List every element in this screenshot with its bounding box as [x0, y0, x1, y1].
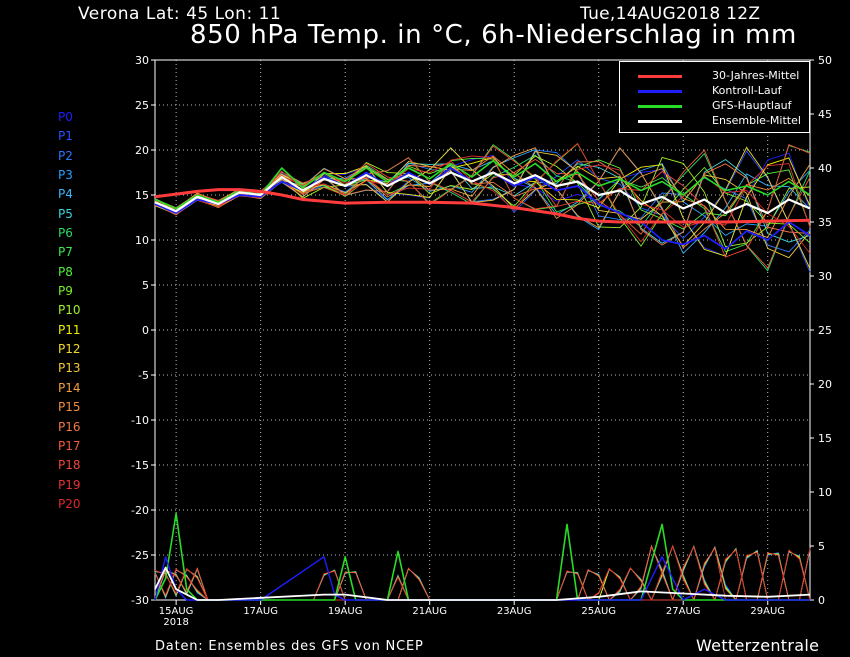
x-tick-label: 27AUG [666, 606, 701, 617]
x-tick-label: 17AUG [243, 606, 278, 617]
chart-title: 850 hPa Temp. in °C, 6h-Niederschlag in … [190, 20, 797, 50]
x-tick-label: 23AUG [497, 606, 532, 617]
brand-label: Wetterzentrale [696, 636, 820, 655]
ensemble-member-p12: P12 [58, 342, 81, 357]
ensemble-member-p18: P18 [58, 458, 81, 473]
member-precip-p14 [154, 544, 811, 601]
y-left-tick-label: 10 [135, 234, 149, 247]
ensemble-member-p3: P3 [58, 168, 73, 183]
grid-lines [155, 60, 810, 600]
y-left-tick-label: -15 [131, 459, 149, 472]
ensemble-member-p10: P10 [58, 303, 81, 318]
x-tick-label: 29AUG [750, 606, 785, 617]
precip-control-run-line [154, 556, 810, 601]
member-precip-p20 [154, 545, 811, 601]
legend-swatch [638, 90, 682, 93]
member-precip-p12 [154, 544, 810, 601]
member-precip-p5 [154, 544, 811, 601]
y-right-tick-label: 40 [818, 162, 832, 175]
y-right-tick-label: 50 [818, 54, 832, 67]
member-precip-p7 [154, 545, 811, 601]
y-left-tick-label: -20 [131, 504, 149, 517]
legend-swatch [638, 75, 682, 78]
ensemble-member-p5: P5 [58, 206, 73, 221]
data-source-note: Daten: Ensembles des GFS von NCEP [155, 639, 424, 654]
ensemble-member-p20: P20 [58, 496, 81, 511]
y-right-tick-label: 15 [818, 432, 832, 445]
legend-label: Ensemble-Mittel [712, 114, 801, 127]
legend-entry-main-run: GFS-Hauptlauf [638, 99, 808, 113]
y-right-tick-label: 25 [818, 324, 832, 337]
precip-main-run-line [154, 512, 810, 601]
ensemble-member-p4: P4 [58, 187, 73, 202]
y-left-tick-label: 30 [135, 54, 149, 67]
member-precip-p11 [154, 544, 811, 601]
ensemble-member-p9: P9 [58, 284, 73, 299]
member-precip-p17 [154, 544, 811, 601]
ensemble-member-p6: P6 [58, 226, 73, 241]
legend-entry-climate-mean: 30-Jahres-Mittel [638, 69, 808, 83]
location-label: Verona Lat: 45 Lon: 11 [78, 4, 282, 24]
ensemble-member-p15: P15 [58, 400, 81, 415]
x-tick-label: 19AUG [328, 606, 363, 617]
legend-label: GFS-Hauptlauf [712, 99, 792, 112]
y-left-tick-label: 25 [135, 99, 149, 112]
run-datetime: Tue,14AUG2018 12Z [580, 4, 761, 24]
ensemble-member-p8: P8 [58, 264, 73, 279]
legend-entry-ensemble-mean: Ensemble-Mittel [638, 114, 808, 128]
y-left-tick-label: -10 [131, 414, 149, 427]
y-left-tick-label: -30 [131, 594, 149, 607]
member-precip-p6 [154, 545, 810, 601]
precip-ensemble-mean-line [154, 566, 811, 601]
legend-label: Kontroll-Lauf [712, 84, 782, 97]
ensemble-member-p13: P13 [58, 361, 81, 376]
y-right-tick-label: 0 [818, 594, 825, 607]
y-left-tick-label: -5 [138, 369, 149, 382]
x-tick-label: 21AUG [412, 606, 447, 617]
legend-label: 30-Jahres-Mittel [712, 69, 800, 82]
legend-entry-control-run: Kontroll-Lauf [638, 84, 808, 98]
ensemble-member-p14: P14 [58, 380, 81, 395]
y-right-tick-label: 35 [818, 216, 832, 229]
y-left-tick-label: 15 [135, 189, 149, 202]
ensemble-member-p7: P7 [58, 245, 73, 260]
y-left-tick-label: -25 [131, 549, 149, 562]
member-precip-p8 [154, 544, 811, 601]
member-precip-p2 [154, 544, 811, 601]
x-tick-label: 25AUG [581, 606, 616, 617]
member-precip-p1 [154, 545, 811, 601]
y-left-tick-label: 20 [135, 144, 149, 157]
y-right-tick-label: 5 [818, 540, 825, 553]
member-precip-p9 [154, 544, 810, 601]
member-precip-p4 [154, 545, 811, 601]
member-trace-p15 [154, 147, 811, 249]
y-left-tick-label: 5 [142, 279, 149, 292]
ensemble-member-p1: P1 [58, 129, 73, 144]
chart-legend: 30-Jahres-Mittel Kontroll-Lauf GFS-Haupt… [619, 61, 810, 133]
y-right-tick-label: 10 [818, 486, 832, 499]
ensemble-member-p16: P16 [58, 419, 81, 434]
ensemble-member-list: P0 P1 P2 P3 P4 P5 P6 P7 P8 P9 P10 P11 P12 P13 P14 P15 P1… [58, 109, 81, 515]
ensemble-member-p2: P2 [58, 148, 73, 163]
y-right-tick-label: 20 [818, 378, 832, 391]
y-right-tick-label: 45 [818, 108, 832, 121]
member-precip-p15 [154, 544, 810, 601]
legend-swatch [638, 105, 682, 108]
ensemble-member-p11: P11 [58, 322, 81, 337]
y-left-tick-label: 0 [142, 324, 149, 337]
x-tick-sublabel: 2018 [163, 617, 188, 628]
member-trace-p11 [154, 156, 811, 257]
member-precip-p18 [154, 544, 810, 601]
climate-mean-line [154, 188, 811, 224]
ensemble-member-p19: P19 [58, 477, 81, 492]
y-right-tick-label: 30 [818, 270, 832, 283]
x-tick-label: 15AUG [159, 606, 194, 617]
ensemble-member-p0: P0 [58, 110, 73, 124]
legend-swatch [638, 120, 682, 123]
member-precip-p3 [154, 545, 810, 601]
ensemble-member-p17: P17 [58, 438, 81, 453]
